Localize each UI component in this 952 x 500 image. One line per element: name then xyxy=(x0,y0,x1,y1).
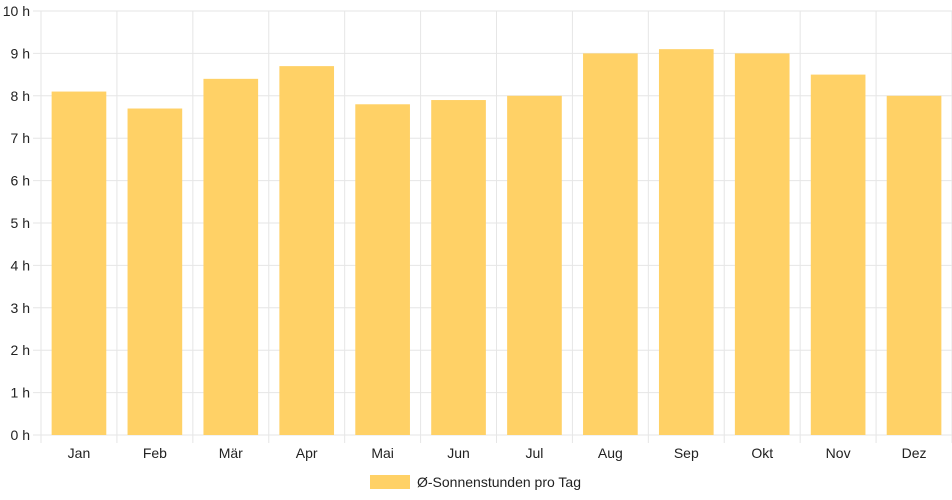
legend-label: Ø-Sonnenstunden pro Tag xyxy=(417,474,581,490)
bar[interactable] xyxy=(507,95,562,436)
x-tick-label: Apr xyxy=(296,445,318,461)
x-tick-label: Aug xyxy=(598,445,623,461)
bar[interactable] xyxy=(734,53,790,436)
bar[interactable] xyxy=(355,104,410,435)
y-tick-label: 9 h xyxy=(11,45,30,61)
x-tick-label: Mai xyxy=(371,445,394,461)
bar[interactable] xyxy=(279,66,335,436)
bar[interactable] xyxy=(583,53,638,436)
x-axis-ticks: Jan Feb Mär Apr Mai Jun Jul Aug Sep Okt Nov Dez xyxy=(68,445,927,461)
bar[interactable] xyxy=(203,78,259,435)
bar[interactable] xyxy=(810,74,866,435)
bar[interactable] xyxy=(886,95,942,436)
x-tick-label: Jan xyxy=(68,445,91,461)
x-tick-label: Mär xyxy=(219,445,243,461)
bar[interactable] xyxy=(51,91,107,435)
x-tick-label: Dez xyxy=(902,445,927,461)
y-axis-ticks: 0 h 1 h 2 h 3 h 4 h 5 h 6 h 7 h 8 h 9 h 10 h xyxy=(3,3,30,443)
y-tick-label: 3 h xyxy=(11,300,30,316)
bars xyxy=(51,49,942,436)
y-tick-label: 0 h xyxy=(11,427,30,443)
x-tick-label: Feb xyxy=(143,445,167,461)
y-tick-label: 10 h xyxy=(3,3,30,19)
y-tick-label: 4 h xyxy=(11,257,30,273)
bar[interactable] xyxy=(658,49,714,435)
x-tick-label: Okt xyxy=(751,445,773,461)
x-tick-label: Sep xyxy=(674,445,699,461)
y-tick-label: 2 h xyxy=(11,342,30,358)
legend[interactable]: Ø-Sonnenstunden pro Tag xyxy=(370,474,581,490)
y-tick-label: 7 h xyxy=(11,130,30,146)
y-tick-label: 8 h xyxy=(11,88,30,104)
y-tick-label: 5 h xyxy=(11,215,30,231)
grid-lines xyxy=(33,10,952,443)
legend-swatch xyxy=(370,475,410,489)
x-tick-label: Jul xyxy=(526,445,544,461)
y-tick-label: 1 h xyxy=(11,385,30,401)
y-tick-label: 6 h xyxy=(11,173,30,189)
bar[interactable] xyxy=(431,100,486,435)
x-tick-label: Nov xyxy=(826,445,851,461)
x-tick-label: Jun xyxy=(447,445,470,461)
bar[interactable] xyxy=(127,108,183,436)
